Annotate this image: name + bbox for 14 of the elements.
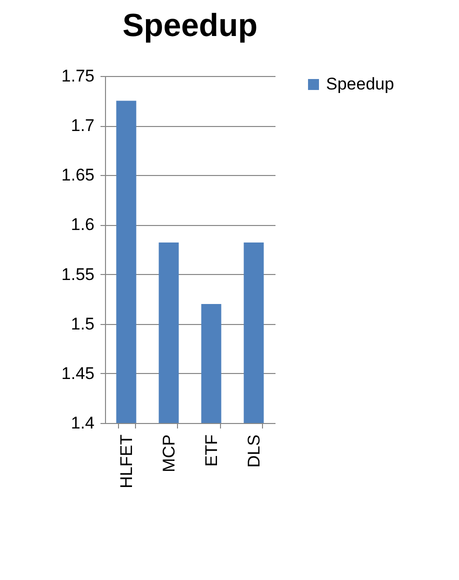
- chart-title: Speedup: [122, 7, 258, 43]
- legend-label: Speedup: [326, 74, 394, 94]
- y-tick-label: 1.55: [61, 264, 94, 284]
- x-tick-label: MCP: [159, 434, 178, 472]
- y-tick-label: 1.7: [70, 116, 94, 136]
- y-tick-label: 1.4: [70, 414, 94, 432]
- y-tick-label: 1.65: [61, 166, 94, 185]
- y-tick-label: 1.75: [61, 66, 94, 86]
- y-tick-label: 1.6: [70, 215, 94, 234]
- y-tick-label: 1.5: [70, 314, 94, 334]
- x-tick-label: ETF: [202, 434, 221, 467]
- x-tick-label: DLS: [244, 434, 264, 468]
- x-tick-label: HLFET: [116, 434, 136, 488]
- y-tick-label: 1.45: [61, 364, 94, 383]
